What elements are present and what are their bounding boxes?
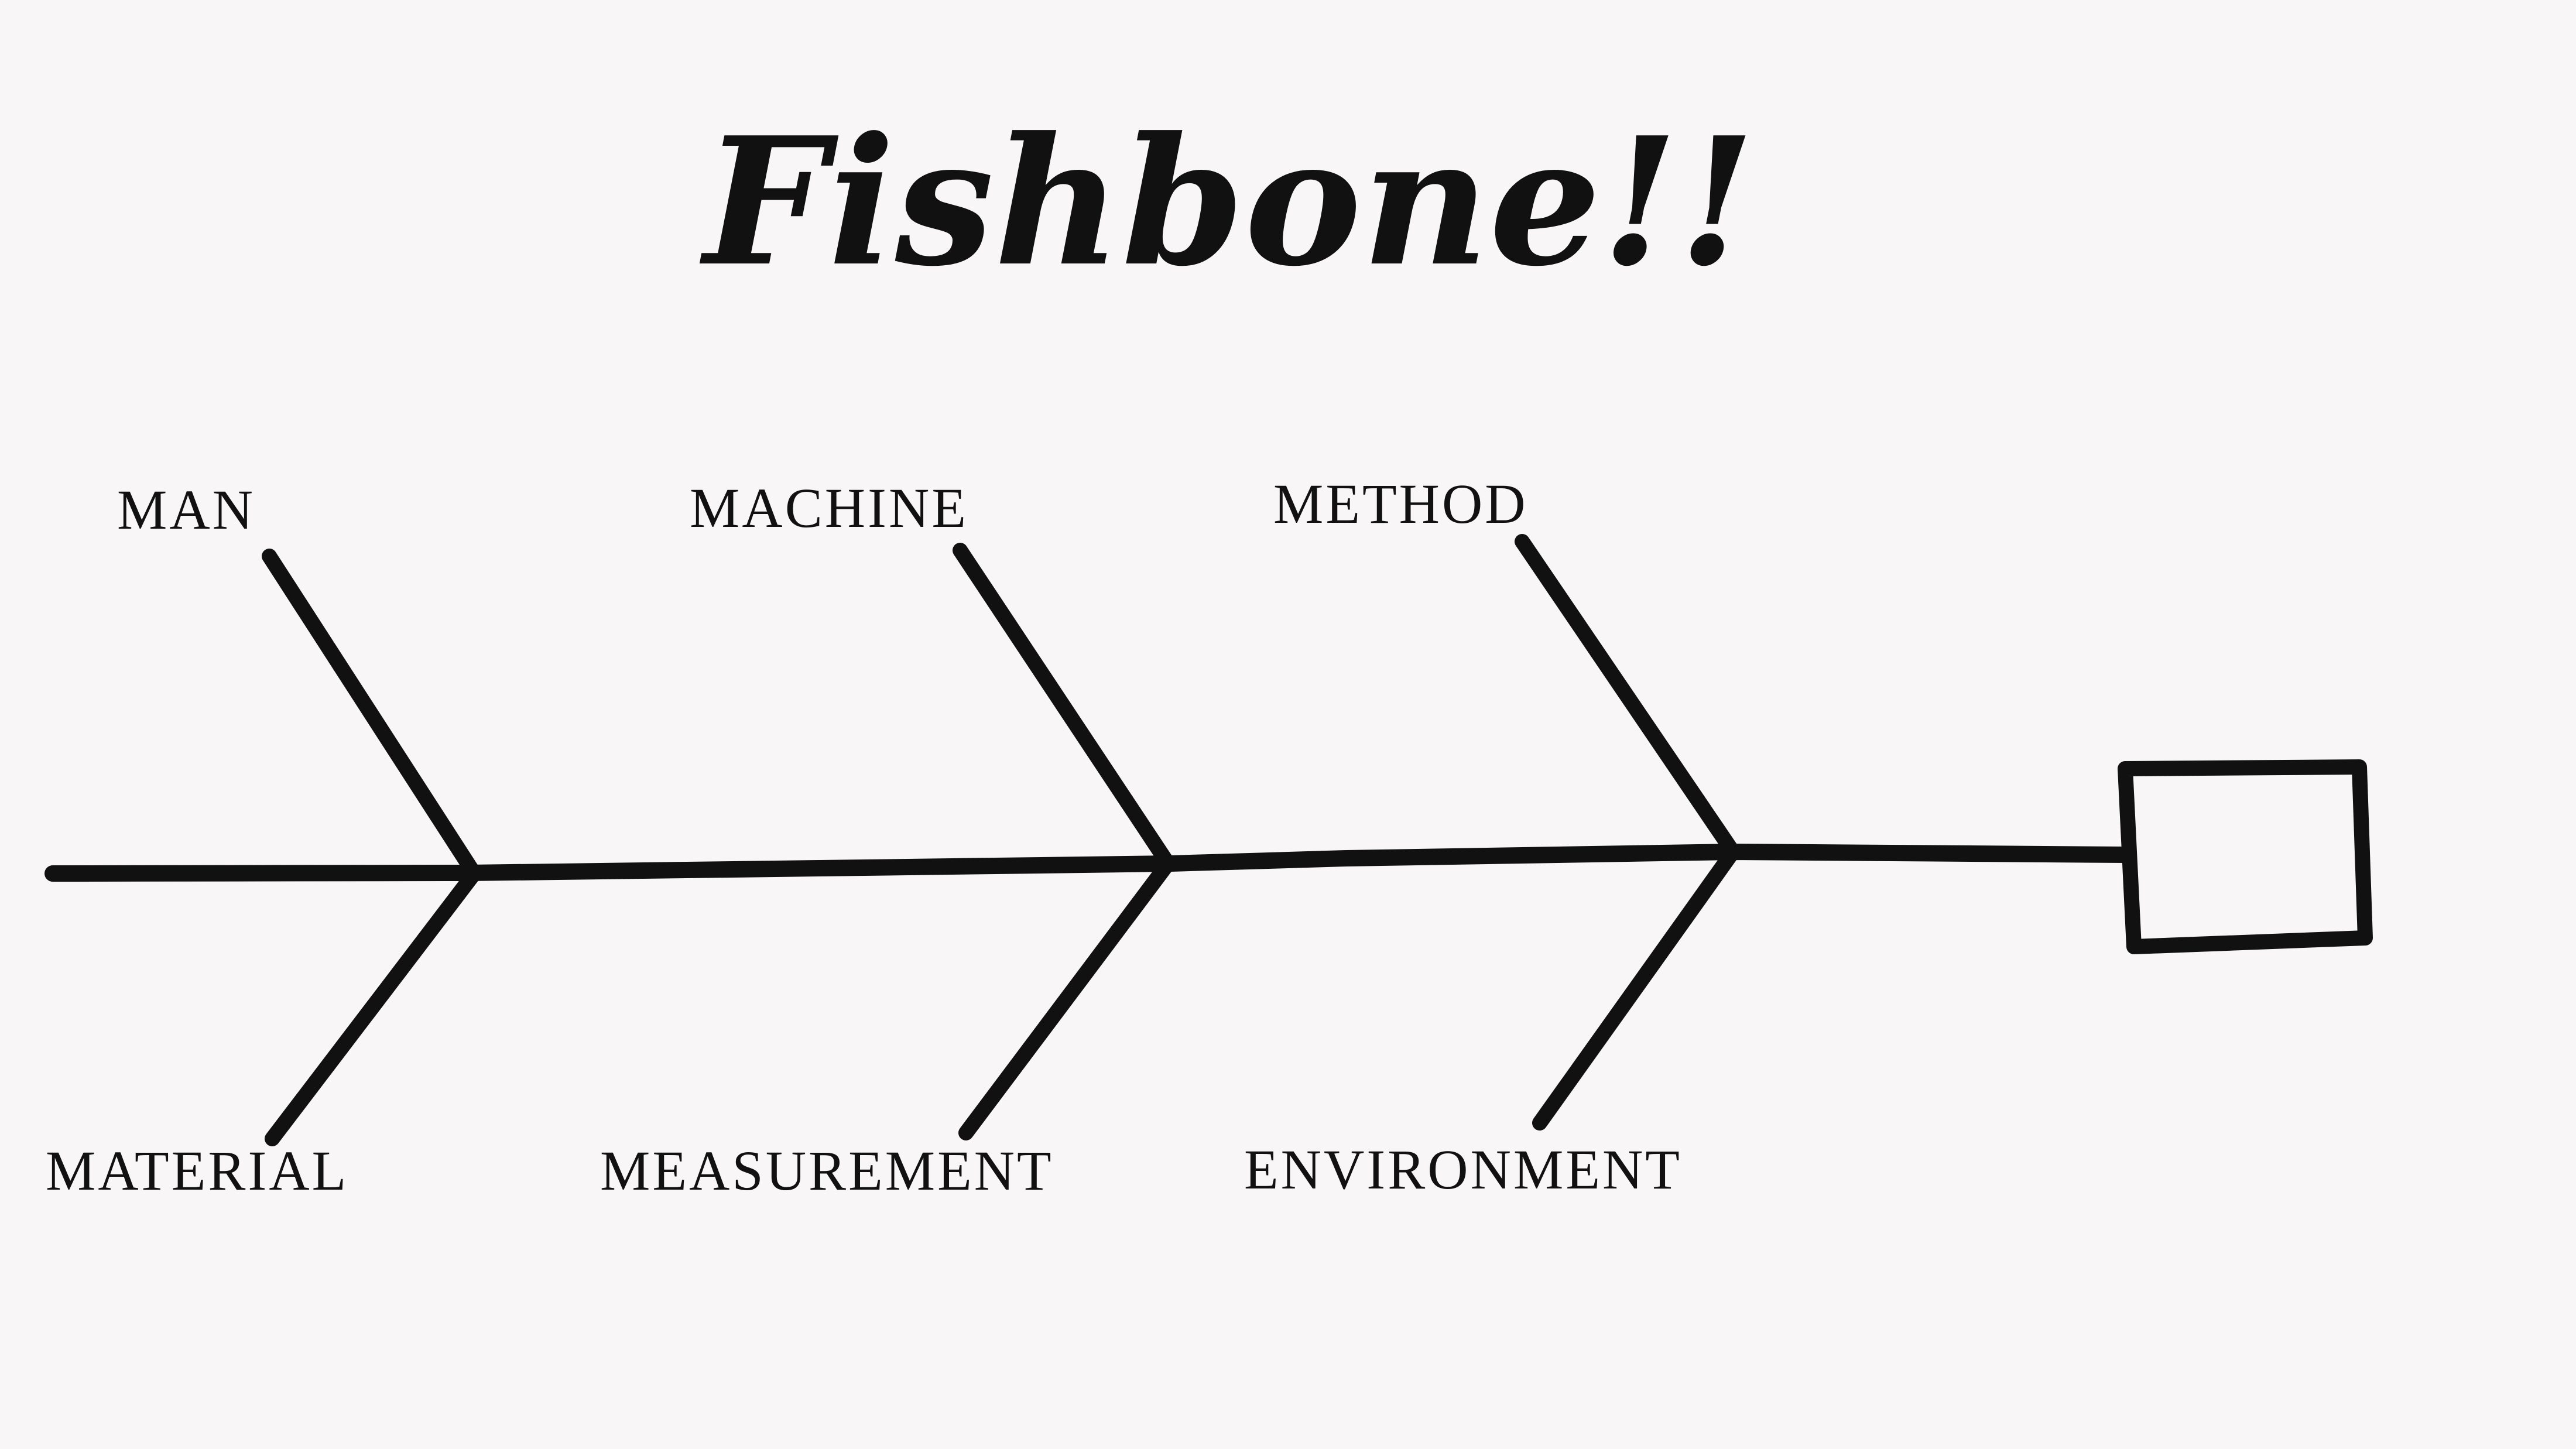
label-machine: MACHINE — [690, 477, 968, 539]
label-measurement: MEASUREMENT — [600, 1139, 1054, 1202]
bone-machine — [953, 543, 1176, 871]
bone-measurement — [958, 856, 1176, 1140]
bone-man — [262, 549, 482, 881]
spine — [44, 844, 2133, 882]
label-environment: ENVIRONMENT — [1244, 1138, 1682, 1201]
bone-method — [1515, 534, 1741, 859]
fish-head-box — [2118, 759, 2373, 954]
label-method: METHOD — [1273, 472, 1528, 535]
label-material: MATERIAL — [46, 1139, 348, 1202]
bone-material — [265, 866, 482, 1146]
label-man: MAN — [117, 478, 255, 541]
diagram-title: Fishbone!! — [698, 98, 1756, 305]
bone-environment — [1532, 844, 1741, 1131]
